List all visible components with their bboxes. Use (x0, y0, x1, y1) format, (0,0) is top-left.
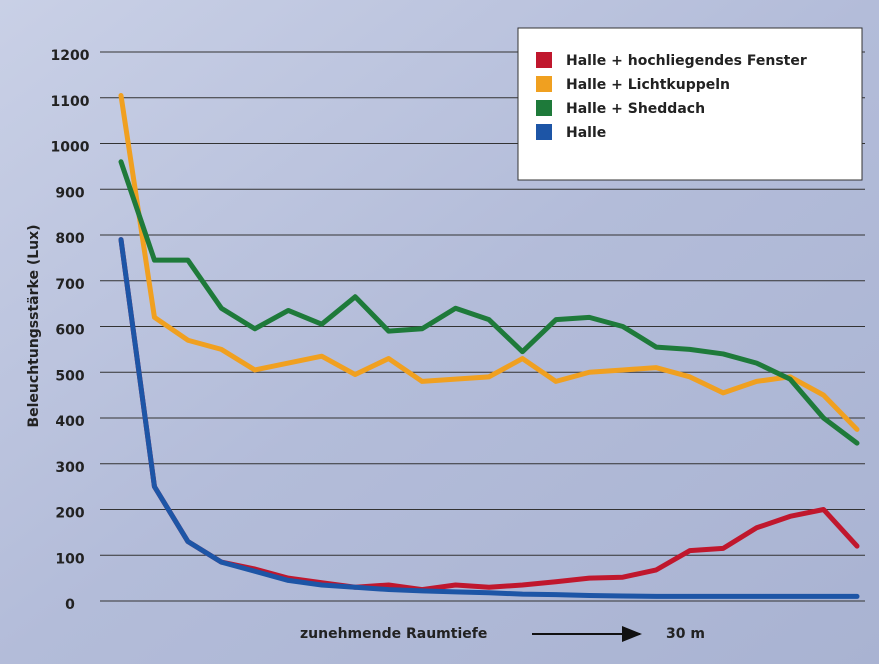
series-line (118, 92, 860, 432)
y-tick-label: 100 (55, 551, 84, 567)
y-tick-label: 700 (55, 277, 84, 293)
legend: Halle + hochliegendes Fenster Halle + Lic… (536, 52, 807, 141)
legend-swatch (536, 100, 552, 116)
plot (118, 92, 860, 599)
y-tick-label: 300 (55, 460, 84, 476)
y-axis-title: Beleuchtungsstärke (Lux) (26, 224, 42, 427)
x-axis-title: zunehmende Raumtiefe (300, 626, 487, 642)
legend-label: Halle + Sheddach (566, 101, 705, 117)
legend-label: Halle + Lichtkuppeln (566, 77, 730, 93)
y-tick-label: 1100 (51, 94, 90, 110)
y-tick-label: 600 (55, 323, 84, 339)
legend-swatch (536, 124, 552, 140)
y-tick-label: 500 (55, 368, 84, 384)
y-tick-label: 1000 (51, 140, 90, 156)
legend-swatch (536, 52, 552, 68)
series-line (118, 159, 860, 446)
series-line (118, 237, 860, 599)
legend-box (517, 27, 863, 181)
legend-label: Halle (566, 125, 606, 141)
y-tick-label: 900 (55, 185, 84, 201)
y-tick-label: 800 (55, 231, 84, 247)
legend-swatch (536, 76, 552, 92)
y-tick-label: 200 (55, 506, 84, 522)
y-tick-label: 400 (55, 414, 84, 430)
x-end-label: 30 m (666, 626, 705, 642)
y-tick-label: 1200 (51, 48, 90, 64)
y-tick-label: 0 (65, 597, 75, 613)
grid: 0 100 200 300 400 500 600 700 800 900 1000 1100 1200 (51, 48, 865, 613)
legend-label: Halle + hochliegendes Fenster (566, 53, 807, 69)
